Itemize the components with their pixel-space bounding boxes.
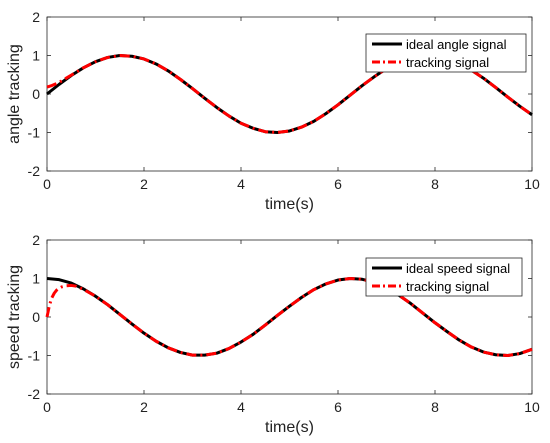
- panel1-ytick-label: 2: [32, 9, 40, 25]
- panel1-xtick-label: 0: [43, 176, 51, 192]
- panel1-series-line-2: [46, 54, 533, 134]
- panel1-ylabel: angle tracking: [6, 44, 23, 144]
- panel1-ytick-label: 0: [32, 86, 40, 102]
- panel2-ytick-label: -1: [28, 348, 41, 364]
- panel1-xlabel: time(s): [265, 196, 314, 213]
- panel2-xtick-label: 0: [43, 399, 51, 415]
- panel1-legend-label-2: tracking signal: [406, 55, 489, 70]
- panel2-ytick-label: 2: [32, 232, 40, 248]
- panel2-xlabel: time(s): [265, 419, 314, 436]
- panel1-ytick-label: 1: [32, 48, 40, 64]
- panel2-xtick-label: 2: [140, 399, 148, 415]
- panel1-legend-label-1: ideal angle signal: [406, 37, 507, 52]
- panel1-xtick-label: 4: [237, 176, 245, 192]
- panel2-xtick-label: 8: [431, 399, 439, 415]
- panel1-xtick-label: 6: [334, 176, 342, 192]
- panel2-xtick-label: 10: [524, 399, 540, 415]
- panel1-xtick-label: 10: [524, 176, 540, 192]
- panel2-legend-box: [365, 257, 523, 297]
- panel2-ytick-label: 1: [32, 271, 40, 287]
- panel1-xtick-label: 2: [140, 176, 148, 192]
- panel2-xtick-label: 6: [334, 399, 342, 415]
- panel1-ytick-label: -1: [28, 125, 41, 141]
- panel2-ytick-label: -2: [28, 386, 41, 402]
- panel1-ytick-label: -2: [28, 163, 41, 179]
- panel2-legend-label-2: tracking signal: [406, 279, 489, 294]
- panel2-ylabel: speed tracking: [6, 265, 23, 369]
- panel2-series-line-2: [45, 277, 533, 357]
- panel2-legend-label-1: ideal speed signal: [406, 261, 510, 276]
- panel1-legend-box: [365, 33, 527, 73]
- panel1-xtick-label: 8: [431, 176, 439, 192]
- panel2-ytick-label: 0: [32, 309, 40, 325]
- panel2-xtick-label: 4: [237, 399, 245, 415]
